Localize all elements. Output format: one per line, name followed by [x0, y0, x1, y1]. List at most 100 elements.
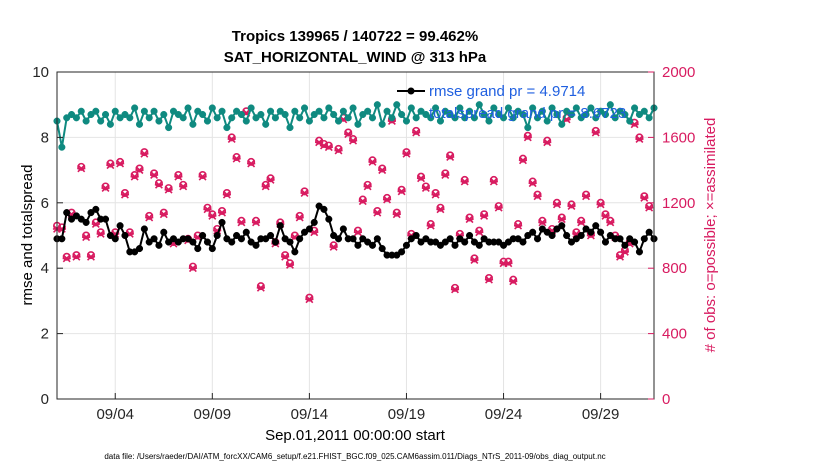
obs-possible-point — [640, 192, 649, 201]
obs-possible-point — [635, 133, 644, 142]
series-point-totalspread — [233, 107, 241, 115]
obs-possible-point — [470, 254, 479, 263]
obs-possible-point — [577, 216, 586, 225]
series-point-rmse — [310, 218, 318, 226]
obs-possible-point — [373, 206, 382, 215]
obs-possible-point — [125, 228, 134, 237]
series-lines — [53, 101, 658, 259]
series-point-totalspread — [242, 117, 250, 125]
obs-assimilated-point — [460, 177, 469, 186]
series-point-totalspread — [393, 101, 401, 109]
obs-possible-point — [358, 195, 367, 204]
legend-spread-label: totalspread grand pr = 8.6723 — [429, 105, 626, 122]
series-point-totalspread — [446, 110, 454, 119]
obs-assimilated-point — [421, 184, 430, 193]
obs-assimilated-point — [232, 154, 241, 163]
series-point-rmse — [155, 241, 163, 249]
series-point-totalspread — [495, 110, 503, 119]
series-point-rmse — [626, 235, 634, 243]
series-point-rmse — [504, 238, 512, 246]
obs-assimilated-point — [261, 182, 270, 191]
obs-assimilated-point — [305, 295, 314, 304]
obs-assimilated-point — [426, 221, 435, 230]
y-right-tick-label: 800 — [662, 260, 687, 277]
series-point-totalspread — [475, 101, 483, 109]
series-point-totalspread — [388, 114, 396, 122]
obs-possible-point — [378, 164, 387, 173]
series-point-totalspread — [592, 114, 600, 122]
series-point-totalspread — [296, 114, 304, 122]
series-point-rmse — [320, 205, 328, 213]
series-point-rmse — [407, 235, 415, 243]
series-point-rmse — [631, 238, 639, 246]
obs-possible-point — [179, 180, 188, 189]
obs-possible-point — [353, 226, 362, 235]
obs-assimilated-point — [514, 221, 523, 230]
series-point-totalspread — [558, 120, 566, 128]
obs-possible-point — [446, 151, 455, 160]
obs-possible-point — [252, 216, 261, 225]
obs-assimilated-point — [251, 218, 261, 227]
series-point-rmse — [533, 235, 542, 243]
series-point-totalspread — [305, 117, 313, 125]
series-point-totalspread — [616, 107, 624, 115]
series-point-totalspread — [611, 114, 619, 122]
obs-assimilated-point — [441, 171, 450, 179]
obs-possible-point — [281, 251, 290, 260]
series-point-totalspread — [199, 110, 207, 119]
obs-possible-point — [266, 174, 275, 183]
obs-assimilated-point — [480, 211, 489, 220]
obs-possible-point — [616, 251, 625, 260]
series-point-rmse — [296, 235, 304, 243]
obs-assimilated-point — [179, 182, 188, 191]
series-point-totalspread — [68, 110, 76, 119]
obs-possible-point — [344, 128, 353, 137]
obs-possible-point — [203, 203, 212, 212]
obs-assimilated-point — [217, 208, 227, 217]
series-point-rmse — [233, 231, 241, 240]
obs-assimilated-point — [412, 128, 421, 137]
obs-possible-point — [300, 187, 309, 196]
series-point-rmse — [398, 248, 406, 256]
obs-possible-point — [489, 175, 498, 184]
obs-assimilated-point — [596, 200, 605, 209]
series-point-totalspread — [533, 114, 542, 122]
series-point-totalspread — [276, 107, 284, 115]
obs-possible-point — [460, 175, 469, 184]
series-point-totalspread — [330, 110, 338, 119]
series-point-rmse — [286, 238, 294, 246]
series-point-rmse — [334, 235, 343, 243]
obs-assimilated-point — [358, 197, 367, 206]
series-point-rmse — [199, 231, 207, 240]
obs-possible-point — [188, 262, 197, 271]
obs-assimilated-point — [96, 229, 105, 238]
series-point-totalspread — [349, 104, 357, 112]
obs-assimilated-point — [543, 138, 552, 147]
y-right-tick-label: 1200 — [662, 195, 695, 212]
series-point-totalspread — [577, 114, 585, 122]
series-point-rmse — [116, 222, 124, 230]
series-point-rmse — [271, 238, 279, 246]
obs-possible-point — [509, 275, 518, 284]
obs-possible-point — [397, 185, 406, 194]
series-point-rmse — [592, 222, 600, 230]
obs-assimilated-point — [62, 254, 71, 263]
series-point-rmse — [456, 235, 464, 243]
series-point-totalspread — [485, 117, 493, 125]
series-point-rmse — [228, 238, 236, 246]
series-point-totalspread — [451, 114, 459, 122]
obs-assimilated-point — [188, 264, 197, 273]
series-point-totalspread — [135, 120, 144, 128]
series-point-rmse — [315, 202, 323, 210]
series-point-rmse — [184, 235, 192, 243]
obs-possible-point — [159, 208, 168, 217]
series-point-rmse — [58, 235, 66, 243]
obs-assimilated-point — [431, 190, 440, 199]
series-point-totalspread — [315, 107, 323, 115]
series-point-totalspread — [621, 110, 629, 119]
obs-assimilated-point — [484, 275, 494, 284]
series-point-rmse — [349, 235, 357, 243]
series-point-totalspread — [364, 107, 372, 115]
series-point-rmse — [417, 238, 425, 246]
series-point-rmse — [262, 235, 270, 243]
